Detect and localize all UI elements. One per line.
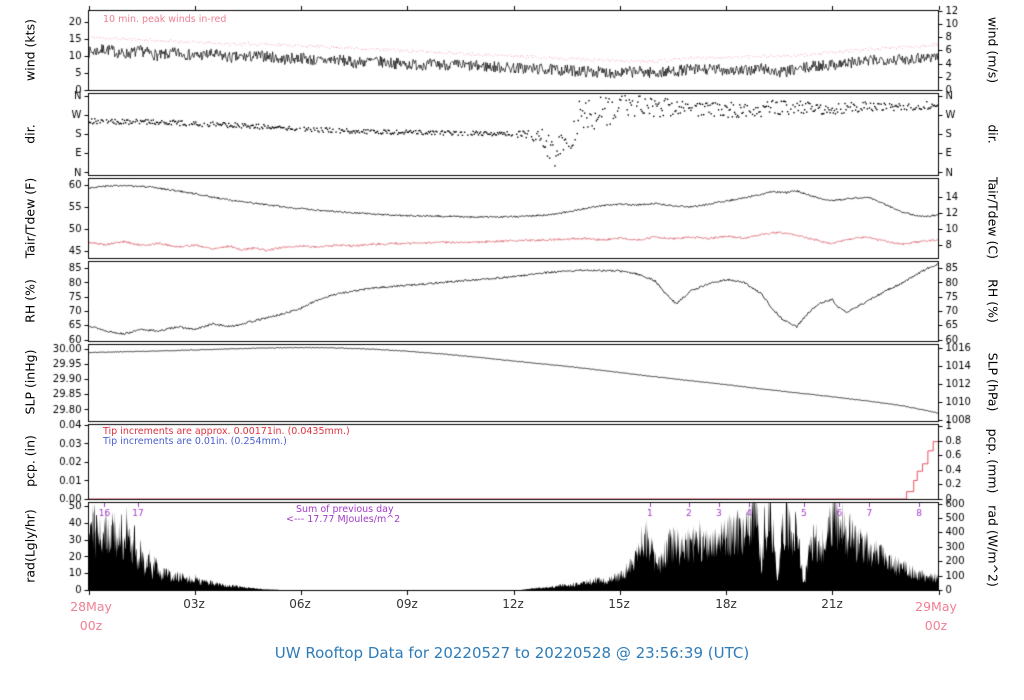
peak-wind-note: 10 min. peak winds in-red [103, 14, 227, 25]
y-axis-label-slp-hpa: SLP (hPa) [985, 352, 1001, 412]
y-axis-label-pcp-mm: pcp. (mm) [985, 428, 1001, 494]
tip-increment-note-blue: Tip increments are 0.01in. (0.254mm.) [103, 436, 287, 447]
x-start-date: 28May 00z [70, 597, 112, 635]
tip-increment-note-red: Tip increments are approx. 0.00171in. (0… [103, 426, 350, 437]
y-axis-label-temp-f: Tair/Tdew (F) [22, 177, 38, 259]
radiation-sum-note-line2: <--- 17.77 MJoules/m^2 [286, 514, 401, 525]
x-tick-12z: 12z [502, 597, 524, 611]
page-title: UW Rooftop Data for 20220527 to 20220528… [274, 644, 750, 662]
x-start-date-line2: 00z [79, 618, 103, 633]
y-axis-label-rh-right: RH (%) [985, 279, 1001, 323]
y-axis-label-rad-wm2: rad (W/m^2) [985, 505, 1001, 587]
y-axis-label-wind-ms: wind (m/s) [985, 16, 1001, 84]
x-end-date-line1: 29May [915, 599, 957, 614]
x-end-date: 29May 00z [915, 597, 957, 635]
y-axis-label-temp-c: Tair/Tdew (C) [985, 177, 1001, 259]
y-axis-label-dir-left: dir. [22, 124, 38, 144]
x-tick-06z: 06z [289, 597, 311, 611]
x-tick-18z: 18z [715, 597, 737, 611]
x-start-date-line1: 28May [70, 599, 112, 614]
x-tick-09z: 09z [396, 597, 418, 611]
x-tick-15z: 15z [608, 597, 630, 611]
y-axis-label-rh-left: RH (%) [22, 279, 38, 323]
y-axis-label-slp-inhg: SLP (inHg) [22, 349, 38, 415]
y-axis-label-wind-kts: wind (kts) [22, 19, 38, 81]
x-tick-03z: 03z [183, 597, 205, 611]
y-axis-label-pcp-in: pcp. (in) [22, 435, 38, 487]
x-tick-21z: 21z [821, 597, 843, 611]
y-axis-label-rad-ly: rad(Lgly/hr) [22, 509, 38, 583]
y-axis-label-dir-right: dir. [985, 124, 1001, 144]
radiation-sum-note-line1: Sum of previous day [296, 504, 394, 515]
x-end-date-line2: 00z [924, 618, 948, 633]
